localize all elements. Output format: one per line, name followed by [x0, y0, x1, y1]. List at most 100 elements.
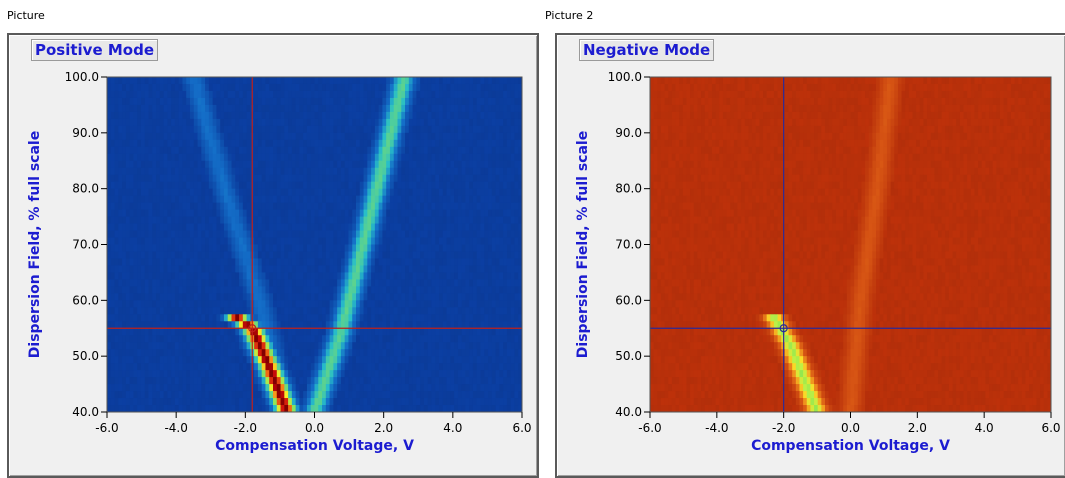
heatmap-cell — [386, 90, 391, 99]
heatmap-cell — [148, 230, 153, 238]
heatmap-cell — [352, 328, 357, 336]
heatmap-cell — [469, 160, 474, 169]
heatmap-cell — [446, 209, 451, 217]
heatmap-cell — [393, 77, 398, 85]
heatmap-cell — [405, 118, 410, 127]
heatmap-cell — [461, 307, 466, 315]
heatmap-cell — [480, 146, 485, 155]
heatmap-cell — [495, 195, 500, 204]
heatmap-cell — [371, 153, 376, 162]
heatmap-cell — [318, 328, 323, 336]
heatmap-cell — [235, 125, 240, 134]
heatmap-cell — [431, 230, 436, 238]
heatmap-cell — [412, 237, 417, 245]
heatmap-cell — [231, 321, 236, 329]
heatmap-cell — [212, 230, 217, 238]
heatmap-cell — [148, 279, 153, 287]
chart-title[interactable]: Positive Mode — [31, 39, 158, 61]
heatmap-cell — [284, 286, 289, 294]
heatmap-cell — [242, 363, 247, 371]
heatmap-cell — [371, 300, 376, 308]
heatmap-cell — [254, 300, 259, 308]
heatmap-cell — [435, 293, 440, 301]
heatmap-cell — [495, 125, 500, 134]
heatmap-cell — [208, 377, 214, 385]
heatmap-cell — [423, 244, 429, 252]
heatmap-cell — [227, 153, 232, 162]
heatmap-cell — [201, 90, 206, 99]
heatmap-cell — [295, 188, 300, 197]
heatmap-cell — [303, 160, 308, 169]
heatmap-cell — [427, 363, 432, 371]
heatmap-cell — [389, 90, 395, 99]
heatmap-cell — [254, 132, 259, 141]
heatmap-cell — [186, 237, 191, 245]
heatmap-cell — [231, 118, 236, 127]
heatmap-cell — [122, 146, 127, 155]
heatmap-cell — [174, 146, 180, 155]
heatmap-cell — [216, 223, 221, 231]
heatmap-cell — [242, 356, 247, 364]
heatmap-cell — [506, 97, 512, 106]
heatmap-cell — [133, 265, 138, 273]
heatmap-cell — [163, 132, 168, 141]
heatmap-cell — [212, 272, 217, 280]
heatmap-cell — [276, 237, 281, 245]
heatmap-cell — [129, 251, 134, 259]
heatmap-cell — [439, 97, 444, 106]
heatmap-cell — [314, 83, 319, 92]
heatmap-cell — [276, 293, 281, 301]
heatmap-cell — [190, 286, 195, 294]
heatmap-cell — [273, 202, 278, 211]
heatmap-cell — [182, 335, 187, 343]
heatmap-cell — [303, 97, 308, 106]
heatmap-cell — [446, 230, 451, 238]
heatmap-cell — [299, 90, 304, 99]
heatmap-cell — [144, 202, 149, 211]
heatmap-cell — [227, 321, 232, 329]
heatmap-cell — [280, 216, 285, 224]
heatmap-cell — [288, 174, 293, 183]
heatmap-cell — [363, 328, 368, 336]
heatmap-cell — [182, 370, 187, 378]
heatmap-cell — [352, 244, 357, 252]
heatmap-cell — [393, 342, 398, 350]
heatmap-cell — [469, 300, 474, 308]
heatmap-cell — [129, 384, 134, 392]
heatmap-cell — [450, 118, 455, 127]
heatmap-cell — [484, 104, 489, 113]
heatmap-cell — [337, 244, 342, 252]
heatmap-cell — [156, 370, 161, 378]
heatmap-cell — [291, 146, 297, 155]
heatmap-cell — [472, 342, 478, 350]
heatmap-cell — [280, 118, 285, 127]
heatmap-cell — [306, 174, 312, 183]
heatmap-cell — [163, 230, 168, 238]
heatmap-cell — [510, 300, 515, 308]
heatmap-cell — [122, 377, 127, 385]
heatmap-cell — [140, 300, 146, 308]
heatmap-cell — [495, 181, 500, 190]
heatmap-cell — [167, 244, 172, 252]
heatmap-cell — [114, 167, 119, 176]
heatmap-cell — [423, 377, 429, 385]
heatmap-cell — [220, 146, 225, 155]
heatmap-cell — [212, 377, 217, 385]
heatmap-cell — [306, 293, 312, 301]
heatmap-cell — [359, 132, 364, 141]
heatmap-cell — [288, 314, 293, 322]
heatmap-cell — [235, 230, 240, 238]
heatmap-cell — [367, 223, 372, 231]
heatmap-cell — [182, 279, 187, 287]
heatmap-cell — [340, 83, 346, 92]
heatmap-cell — [416, 146, 421, 155]
heatmap-cell — [378, 363, 383, 371]
heatmap-cell — [352, 258, 357, 266]
heatmap-cell — [152, 244, 157, 252]
heatmap-cell — [442, 90, 447, 99]
heatmap-cell — [469, 90, 474, 99]
heatmap-cell — [178, 139, 183, 148]
heatmap-cell — [514, 335, 519, 343]
heatmap-cell — [382, 300, 387, 308]
